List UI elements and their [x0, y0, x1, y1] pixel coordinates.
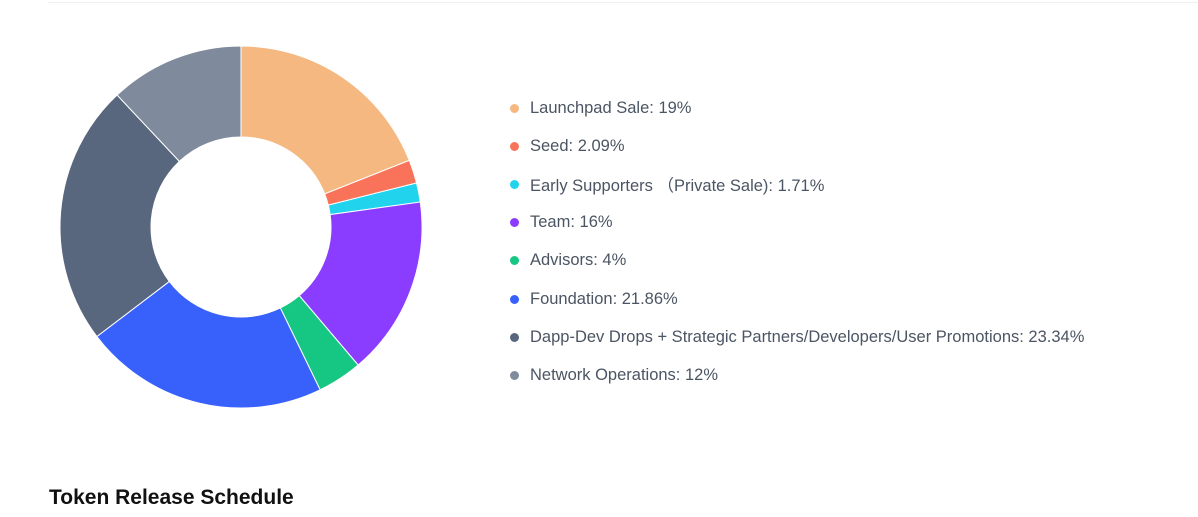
chart-legend: Launchpad Sale: 19% Seed: 2.09% Early Supp… — [510, 89, 1084, 395]
legend-item-launchpad-sale[interactable]: Launchpad Sale: 19% — [510, 89, 1084, 127]
legend-label: Early Supporters （Private Sale): 1.71% — [530, 177, 825, 196]
donut-slice-launchpad-sale[interactable] — [240, 45, 410, 195]
legend-item-advisors[interactable]: Advisors: 4% — [510, 242, 1084, 280]
legend-dot-icon — [510, 103, 519, 113]
token-allocation-donut-chart — [59, 45, 423, 409]
legend-label: Team: 16% — [530, 213, 613, 232]
legend-label: Network Operations: 12% — [530, 365, 719, 384]
legend-item-early-supporters-private-sale[interactable]: Early Supporters （Private Sale): 1.71% — [510, 165, 1084, 203]
donut-slice-foundation[interactable] — [96, 280, 321, 409]
donut-slice-team[interactable] — [298, 201, 423, 366]
legend-label: Seed: 2.09% — [530, 136, 625, 155]
legend-item-team[interactable]: Team: 16% — [510, 204, 1084, 242]
legend-dot-icon — [510, 141, 519, 151]
legend-item-network-operations[interactable]: Network Operations: 12% — [510, 356, 1084, 394]
legend-label: Foundation: 21.86% — [530, 289, 678, 308]
legend-label: Launchpad Sale: 19% — [530, 98, 692, 117]
legend-item-foundation[interactable]: Foundation: 21.86% — [510, 280, 1084, 318]
legend-dot-icon — [510, 256, 519, 266]
legend-item-seed[interactable]: Seed: 2.09% — [510, 127, 1084, 165]
legend-dot-icon — [510, 332, 519, 342]
top-divider — [48, 2, 1198, 3]
legend-dot-icon — [510, 370, 519, 380]
legend-dot-icon — [510, 218, 519, 228]
legend-label: Dapp-Dev Drops + Strategic Partners/Deve… — [530, 327, 1085, 346]
section-heading-token-release-schedule: Token Release Schedule — [49, 486, 294, 509]
legend-dot-icon — [510, 179, 519, 189]
donut-slice-dapp-dev-drops-strategic-partners-developers-user-promotions[interactable] — [59, 94, 181, 338]
donut-slice-network-operations[interactable] — [116, 45, 242, 163]
legend-dot-icon — [510, 294, 519, 304]
legend-label: Advisors: 4% — [530, 251, 627, 270]
legend-item-dapp-dev-drops-strategic-partners-developers-user-promotions[interactable]: Dapp-Dev Drops + Strategic Partners/Deve… — [510, 318, 1084, 356]
